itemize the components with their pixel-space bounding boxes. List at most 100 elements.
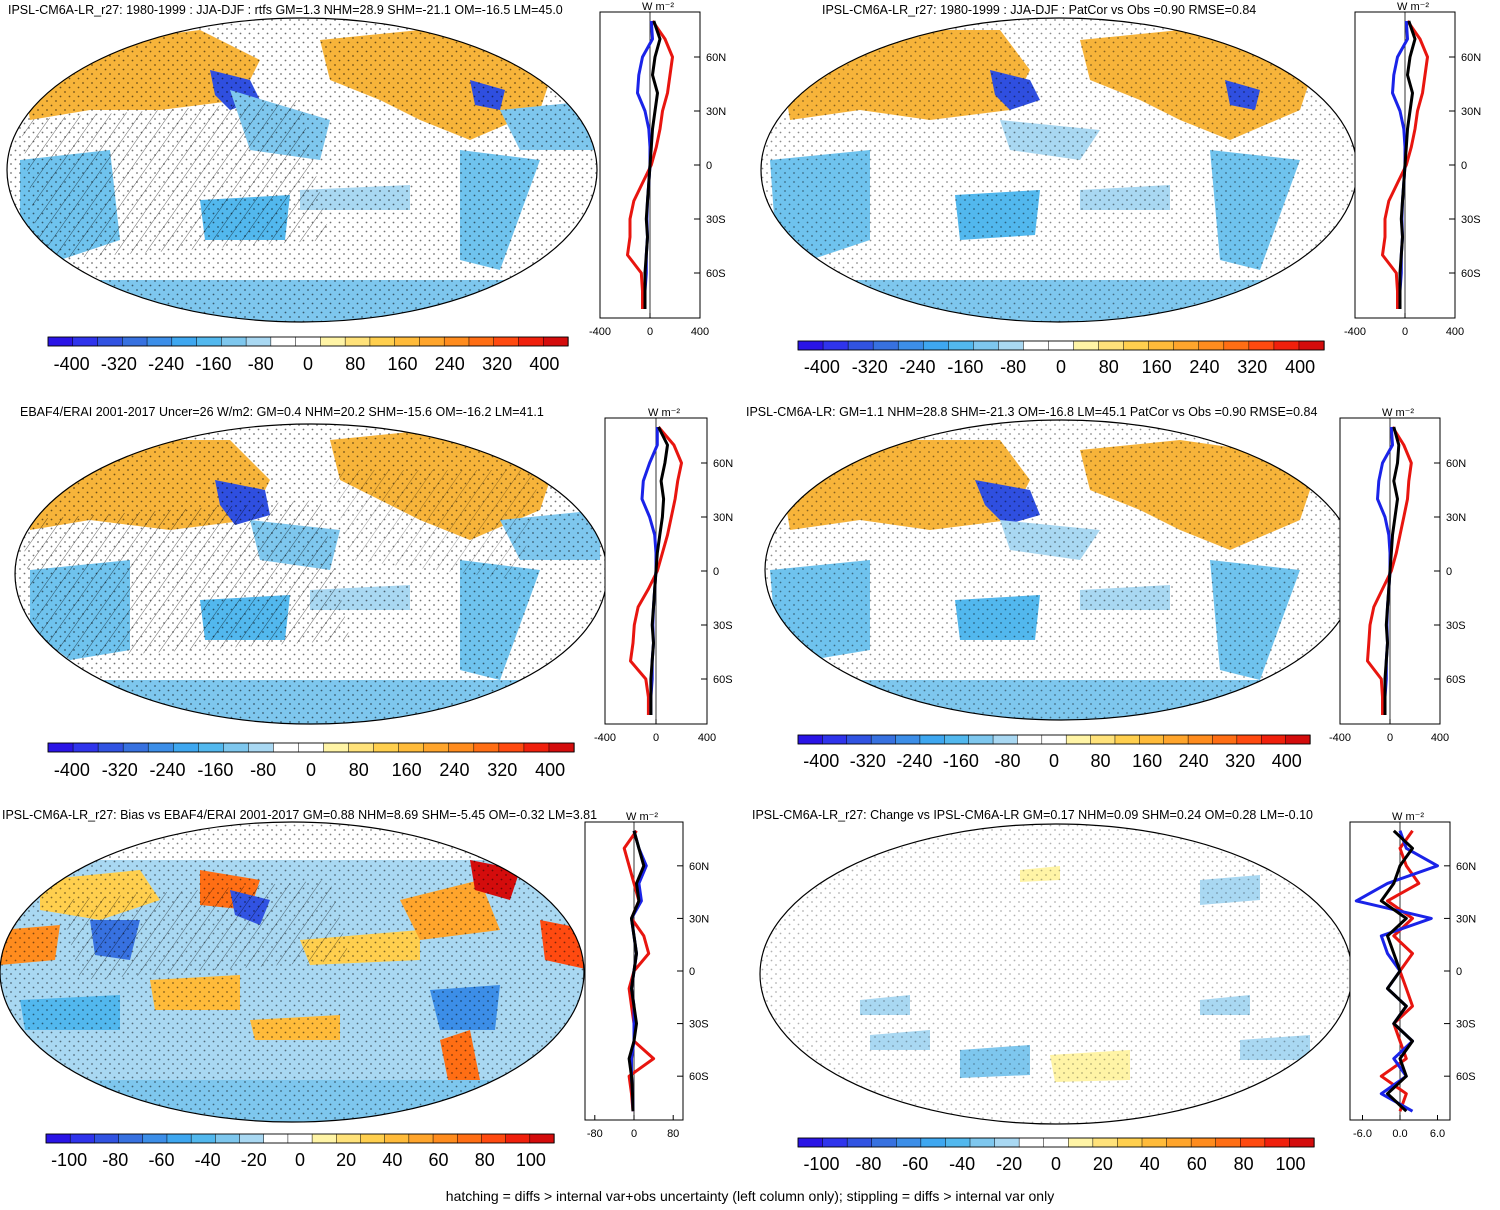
colorbar-swatch	[922, 340, 949, 351]
colorbar-label: -40	[195, 1150, 221, 1170]
colorbar-swatch	[419, 336, 445, 347]
panel-2: IPSL-CM6A-LR_r27: 1980-1999 : JJA-DJF : …	[760, 3, 1358, 323]
panel-6: IPSL-CM6A-LR_r27: Change vs IPSL-CM6A-LR…	[752, 808, 1353, 1125]
colorbar-swatch	[542, 336, 569, 347]
colorbar-swatch	[998, 340, 1025, 351]
colorbar-swatch	[196, 336, 222, 347]
zonal-lat-label: 30S	[1456, 1019, 1476, 1031]
zonal-line-black	[627, 830, 646, 1112]
colorbar-swatch	[1090, 734, 1116, 745]
zonal-line-black	[1383, 426, 1401, 715]
colorbar-swatch	[872, 340, 899, 351]
colorbar-swatch	[348, 742, 375, 753]
colorbar-swatch	[919, 734, 945, 745]
zonal-lat-label: 30N	[1461, 106, 1481, 118]
zonal-x-label: -400	[589, 326, 611, 338]
zonal-plot-6: 60N 30N 0 30S 60S -6.0 0.0 6.0 W m⁻²	[1349, 811, 1476, 1140]
zonal-x-label: 400	[1446, 326, 1464, 338]
colorbar-label: 160	[388, 354, 418, 374]
colorbar-swatch	[1212, 734, 1238, 745]
colorbar-label: 60	[429, 1150, 449, 1170]
colorbar-swatch	[797, 340, 824, 351]
colorbar-swatch	[1163, 734, 1189, 745]
colorbar-swatch	[548, 742, 575, 753]
colorbar-swatch	[171, 336, 198, 347]
colorbar-label: -80	[994, 751, 1020, 771]
colorbar-swatch	[505, 1133, 531, 1144]
colorbar-label: -160	[197, 760, 233, 780]
zonal-plot-4: 60N 30N 0 30S 60S -400 0 400 W m⁻²	[1329, 407, 1466, 744]
colorbar-swatch	[384, 1133, 410, 1144]
zonal-plot-1: 60N 30N 0 30S 60S -400 0 400 W m⁻²	[589, 1, 726, 338]
colorbar-swatch	[846, 734, 872, 745]
colorbar-frame	[45, 1133, 555, 1144]
colorbar-swatch	[1068, 1137, 1094, 1148]
colorbar-swatch	[797, 734, 824, 745]
colorbar-label: 80	[1099, 357, 1119, 377]
colorbar-label: 400	[535, 760, 565, 780]
colorbar-swatch	[432, 1133, 458, 1144]
panel-3: EBAF4/ERAI 2001-2017 Uncer=26 W/m2: GM=0…	[14, 405, 608, 725]
colorbar-3: -400 -320 -240 -160 -80 0 80 160 240 320 400	[47, 742, 575, 780]
colorbar-swatch	[1289, 1137, 1315, 1148]
colorbar-swatch	[870, 734, 897, 745]
zonal-x-label: 0	[1387, 732, 1393, 744]
zonal-lat-label: 30N	[1446, 512, 1466, 524]
colorbar-swatch	[142, 1133, 168, 1144]
colorbar-label: 40	[1140, 1154, 1160, 1174]
colorbar-label: 20	[1093, 1154, 1113, 1174]
zonal-lat-label: 60S	[706, 268, 726, 280]
colorbar-swatch	[822, 734, 848, 745]
colorbar-swatch	[1114, 734, 1140, 745]
colorbar-swatch	[822, 340, 849, 351]
colorbar-swatch	[122, 742, 149, 753]
colorbar-swatch	[245, 336, 272, 347]
colorbar-swatch	[1236, 734, 1262, 745]
colorbar-swatch	[223, 742, 250, 753]
panel-6-title: IPSL-CM6A-LR_r27: Change vs IPSL-CM6A-LR…	[752, 808, 1313, 822]
colorbar-frame	[47, 742, 575, 753]
colorbar-swatch	[968, 734, 994, 745]
colorbar-swatch	[1223, 340, 1250, 351]
colorbar-frame	[797, 1137, 1315, 1148]
zonal-x-label: 400	[1431, 732, 1449, 744]
colorbar-swatch	[69, 1133, 96, 1144]
zonal-plots: 60N 30N 0 30S 60S -400 0 400 W m⁻² 60N 30N 0 30S 60S -…	[584, 1, 1481, 1140]
colorbar-swatch	[1187, 734, 1214, 745]
colorbar-swatch	[298, 742, 325, 753]
colorbar-swatch	[1260, 734, 1287, 745]
zonal-lat-label: 30N	[689, 913, 709, 925]
colorbar-label: 160	[1132, 751, 1162, 771]
colorbar-swatch	[871, 1137, 897, 1148]
colorbar-swatch	[47, 336, 74, 347]
colorbar-4: -400 -320 -240 -160 -80 0 80 160 240 320 400	[797, 734, 1311, 771]
colorbar-swatch	[468, 336, 495, 347]
colorbar-swatch	[122, 336, 148, 347]
colorbar-label: 80	[1234, 1154, 1254, 1174]
colorbar-swatch	[896, 1137, 922, 1148]
colorbar-label: -160	[195, 354, 231, 374]
zonal-unit-label: W m⁻²	[642, 1, 674, 13]
colorbar-label: -320	[850, 751, 886, 771]
colorbar-swatch	[481, 1133, 507, 1144]
zonal-lat-label: 60S	[713, 674, 733, 686]
colorbar-label: 400	[1272, 751, 1302, 771]
zonal-lat-label: 0	[1456, 966, 1462, 978]
colorbar-label: -100	[51, 1150, 87, 1170]
colorbar-swatch	[1215, 1137, 1241, 1148]
colorbar-label: -80	[1000, 357, 1026, 377]
colorbar-swatch	[797, 1137, 824, 1148]
zonal-lat-label: 60S	[1446, 674, 1466, 686]
colorbar-swatch	[895, 734, 921, 745]
colorbar-swatch	[344, 336, 371, 347]
zonal-x-label: 80	[667, 1128, 679, 1140]
colorbar-swatch	[945, 1137, 971, 1148]
zonal-plot-5: 60N 30N 0 30S 60S -80 0 80 W m⁻²	[584, 811, 709, 1140]
zonal-lat-label: 60N	[713, 458, 733, 470]
zonal-unit-label: W m⁻²	[1397, 1, 1429, 13]
colorbar-label: 400	[1285, 357, 1315, 377]
colorbar-swatch	[443, 336, 470, 347]
colorbar-swatch	[822, 1137, 848, 1148]
colorbar-label: 400	[529, 354, 559, 374]
zonal-line-black	[649, 426, 669, 715]
